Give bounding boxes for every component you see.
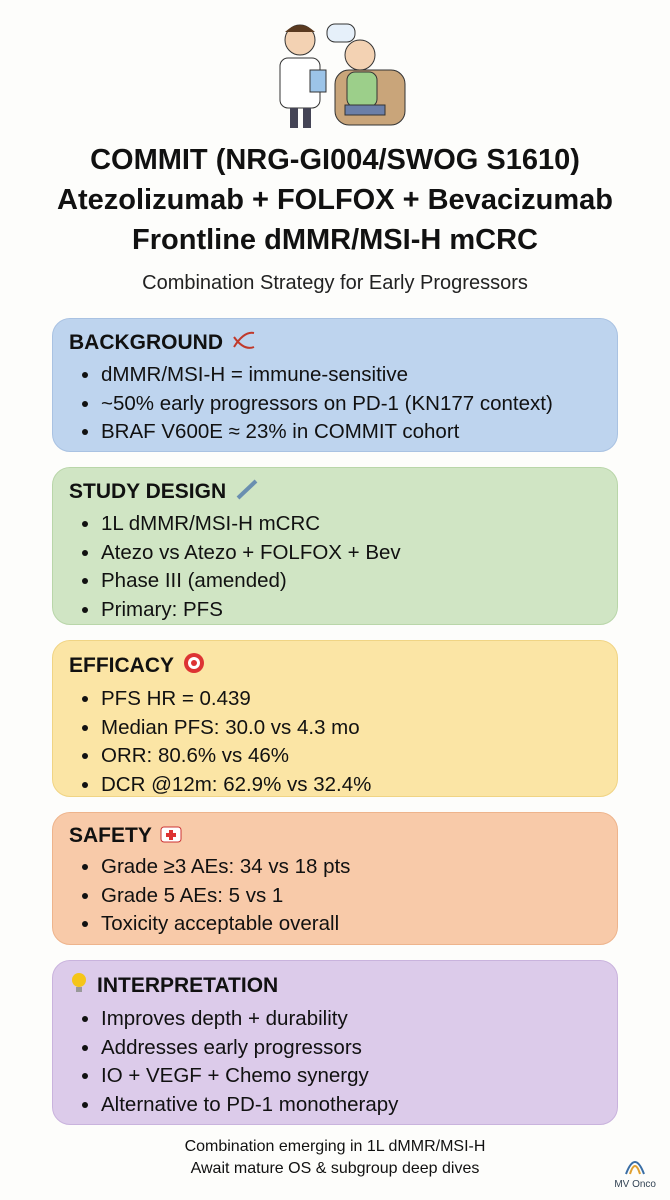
subtitle: Combination Strategy for Early Progresso… (142, 272, 528, 294)
bullet-item: BRAF V600E ≈ 23% in COMMIT cohort (101, 418, 601, 447)
bullet-item: Phase III (amended) (101, 567, 601, 596)
section-heading: SAFETY (69, 823, 601, 849)
bullet-item: DCR @12m: 62.9% vs 32.4% (101, 771, 601, 800)
section-title: BACKGROUND (69, 331, 223, 354)
title-line: Atezolizumab + FOLFOX + Bevacizumab (57, 184, 613, 216)
section-title: SAFETY (69, 824, 152, 847)
bullet-item: IO + VEGF + Chemo synergy (101, 1062, 601, 1091)
section-icon (231, 329, 257, 357)
bullet-item: Atezo vs Atezo + FOLFOX + Bev (101, 539, 601, 568)
section-card: STUDY DESIGN 1L dMMR/MSI-H mCRCAtezo vs A… (52, 467, 618, 625)
section-card: INTERPRETATION Improves depth + durabilit… (52, 960, 618, 1125)
section-heading: STUDY DESIGN (69, 478, 601, 506)
section-heading: EFFICACY (69, 651, 601, 681)
section-title: STUDY DESIGN (69, 480, 227, 503)
bullet-item: Primary: PFS (101, 596, 601, 625)
bullet-list: PFS HR = 0.439Median PFS: 30.0 vs 4.3 mo… (69, 685, 601, 799)
brand: MV Onco (614, 1150, 656, 1190)
footer-line: Await mature OS & subgroup deep dives (190, 1160, 480, 1177)
bullet-item: Alternative to PD-1 monotherapy (101, 1091, 601, 1120)
section-card: SAFETY Grade ≥3 AEs: 34 vs 18 ptsGrade 5 … (52, 812, 618, 945)
brand-logo (625, 1161, 646, 1175)
illustration (279, 23, 406, 128)
bullet-item: Median PFS: 30.0 vs 4.3 mo (101, 714, 601, 743)
bullet-item: ~50% early progressors on PD-1 (KN177 co… (101, 390, 601, 419)
section-title: INTERPRETATION (97, 974, 279, 997)
bullet-list: dMMR/MSI-H = immune-sensitive~50% early … (69, 361, 601, 447)
section-heading: BACKGROUND (69, 329, 601, 357)
bullet-item: Improves depth + durability (101, 1005, 601, 1034)
bullet-item: Grade ≥3 AEs: 34 vs 18 pts (101, 853, 601, 882)
bullet-item: dMMR/MSI-H = immune-sensitive (101, 361, 601, 390)
section-heading: INTERPRETATION (69, 971, 601, 1001)
bullet-list: 1L dMMR/MSI-H mCRCAtezo vs Atezo + FOLFO… (69, 510, 601, 624)
section-icon (234, 478, 260, 506)
section-icon (160, 823, 182, 849)
title-line: COMMIT (NRG-GI004/SWOG S1610) (90, 144, 580, 176)
section-card: BACKGROUND dMMR/MSI-H = immune-sensitive~… (52, 318, 618, 452)
bullet-item: 1L dMMR/MSI-H mCRC (101, 510, 601, 539)
title-line: Frontline dMMR/MSI-H mCRC (132, 224, 538, 256)
section-card: EFFICACY PFS HR = 0.439Median PFS: 30.0 v… (52, 640, 618, 797)
bullet-list: Grade ≥3 AEs: 34 vs 18 ptsGrade 5 AEs: 5… (69, 853, 601, 939)
section-icon (182, 651, 206, 681)
bullet-item: Grade 5 AEs: 5 vs 1 (101, 882, 601, 911)
bullet-item: Toxicity acceptable overall (101, 910, 601, 939)
section-title: EFFICACY (69, 654, 174, 677)
bullet-item: PFS HR = 0.439 (101, 685, 601, 714)
footer-line: Combination emerging in 1L dMMR/MSI-H (184, 1138, 486, 1155)
bullet-item: ORR: 80.6% vs 46% (101, 742, 601, 771)
bullet-item: Addresses early progressors (101, 1034, 601, 1063)
bullet-list: Improves depth + durabilityAddresses ear… (69, 1005, 601, 1119)
section-icon (69, 971, 89, 1001)
brand-name: MV Onco (614, 1179, 656, 1190)
